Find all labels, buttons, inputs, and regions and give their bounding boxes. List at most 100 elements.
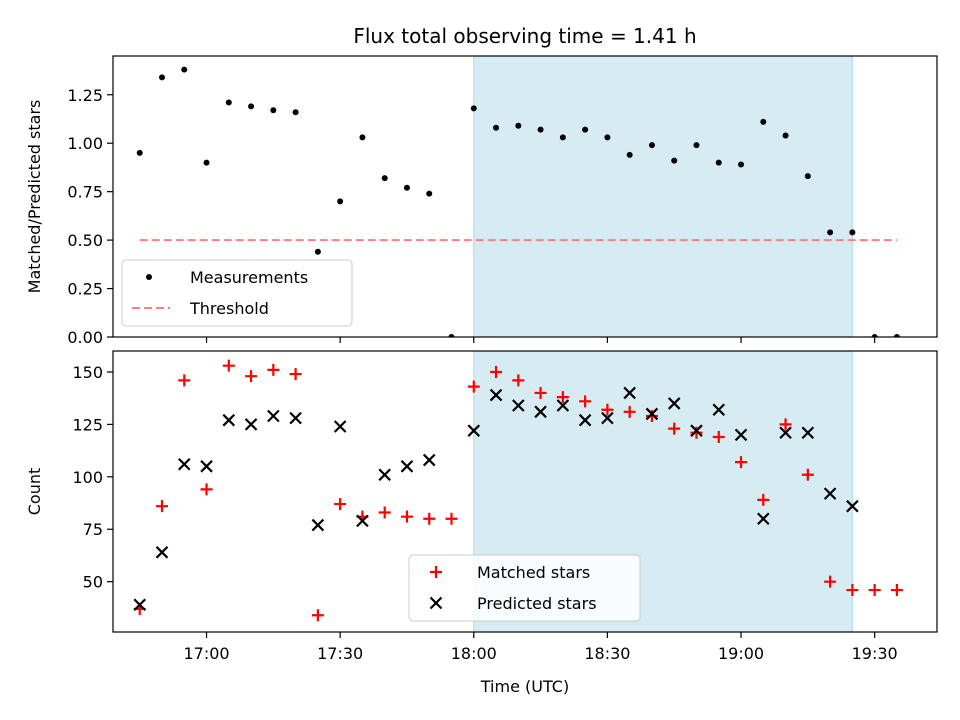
x-tick-label: 17:30 xyxy=(317,644,363,663)
axes-frame xyxy=(112,350,938,633)
matched-star-point xyxy=(467,380,480,393)
highlight-span xyxy=(473,55,853,338)
measurement-point xyxy=(203,159,210,166)
measurement-point xyxy=(604,134,611,141)
measurement-point xyxy=(403,184,410,191)
predicted-star-point xyxy=(512,399,525,412)
predicted-star-point xyxy=(289,411,302,425)
measurement-point xyxy=(671,157,678,164)
predicted-star-point xyxy=(311,518,325,532)
legend-marker-measurements xyxy=(146,274,152,280)
measurement-point xyxy=(626,151,633,158)
matched-star-point xyxy=(579,395,592,408)
legend: Measurements Threshold xyxy=(121,259,353,327)
predicted-star-point xyxy=(601,411,614,425)
predicted-star-point xyxy=(356,514,369,528)
measurement-point xyxy=(136,149,143,156)
predicted-star-point xyxy=(422,453,436,467)
matched-star-point xyxy=(668,422,681,435)
matched-star-point xyxy=(846,584,859,597)
y-tick-label: 0.50 xyxy=(67,231,103,250)
matched-star-point xyxy=(690,426,703,439)
legend-label: Matched stars xyxy=(477,563,590,582)
predicted-star-point xyxy=(222,413,236,427)
matched-star-point xyxy=(222,359,235,372)
predicted-star-point xyxy=(400,460,414,473)
predicted-star-point xyxy=(712,403,726,416)
predicted-star-point xyxy=(623,386,636,400)
matched-star-point xyxy=(623,405,636,418)
measurement-point xyxy=(693,142,700,149)
measurement-point xyxy=(582,126,589,133)
matched-star-point xyxy=(245,370,258,383)
legend: Matched stars Predicted stars xyxy=(408,554,641,622)
measurement-point xyxy=(470,105,477,112)
predicted-star-point xyxy=(757,512,770,526)
matched-star-point xyxy=(890,584,903,597)
matched-star-point xyxy=(801,468,814,481)
predicted-star-point xyxy=(846,499,859,513)
measurement-point xyxy=(314,248,321,255)
measurement-point xyxy=(893,334,900,337)
measurement-point xyxy=(426,190,433,197)
y-axis-label: Matched/Predicted stars xyxy=(25,100,44,294)
matched-star-point xyxy=(178,374,191,387)
measurement-point xyxy=(782,132,789,139)
matched-star-point xyxy=(334,498,347,511)
matched-star-point xyxy=(378,506,391,519)
y-axis-label: Count xyxy=(25,468,44,516)
legend-box xyxy=(121,259,353,327)
matched-star-point xyxy=(735,456,748,469)
measurement-point xyxy=(270,107,277,114)
predicted-star-point xyxy=(690,424,703,437)
matched-star-point xyxy=(311,609,324,622)
legend-marker-matched xyxy=(430,566,442,578)
y-tick-label: 150 xyxy=(72,363,103,382)
measurement-point xyxy=(715,159,722,166)
matched-star-point xyxy=(289,368,302,381)
x-axis-label: Time (UTC) xyxy=(480,677,569,696)
predicted-star-point xyxy=(378,468,391,482)
predicted-star-point xyxy=(734,428,748,442)
measurement-point xyxy=(738,161,745,168)
measurement-point xyxy=(381,175,388,182)
predicted-star-point xyxy=(801,426,815,440)
chart-title: Flux total observing time = 1.41 h xyxy=(353,24,696,48)
measurement-point xyxy=(248,103,255,110)
measurement-point xyxy=(292,109,299,116)
matched-star-point xyxy=(556,391,569,404)
measurement-point xyxy=(537,126,544,133)
matched-star-point xyxy=(445,512,458,525)
legend-label: Predicted stars xyxy=(477,594,597,613)
measurement-point xyxy=(158,74,165,81)
predicted-star-point xyxy=(177,457,191,471)
measurement-point xyxy=(871,334,878,337)
matched-star-point xyxy=(423,512,436,525)
y-tick-label: 1.25 xyxy=(67,86,103,105)
matched-star-point xyxy=(155,500,168,513)
x-tick-label: 17:00 xyxy=(183,644,229,663)
matched-star-point xyxy=(779,418,792,431)
predicted-star-point xyxy=(645,407,659,421)
axes-frame xyxy=(112,55,938,338)
top-panel: 0.00 0.25 0.50 0.75 1.00 1.25 Matched/Predicte… xyxy=(25,55,938,347)
matched-star-point xyxy=(267,363,280,376)
y-tick-label: 1.00 xyxy=(67,134,103,153)
y-tick-label: 0.25 xyxy=(67,280,103,299)
predicted-star-point xyxy=(155,546,169,559)
measurement-point xyxy=(827,229,834,236)
predicted-star-point xyxy=(489,388,503,402)
predicted-star-point xyxy=(667,397,681,410)
bottom-panel: 50 75 100 125 150 17:00 17:30 18:00 18:30 19:00 19… xyxy=(25,350,938,696)
y-tick-label: 100 xyxy=(72,468,103,487)
measurement-point xyxy=(515,122,522,129)
x-tick-label: 18:30 xyxy=(584,644,630,663)
matched-star-point xyxy=(824,575,837,588)
measurement-point xyxy=(493,124,500,131)
x-tick-label: 19:00 xyxy=(718,644,764,663)
y-tick-label: 75 xyxy=(83,520,103,539)
y-tick-label: 50 xyxy=(83,573,103,592)
predicted-star-point xyxy=(823,487,837,500)
measurement-point xyxy=(559,134,566,141)
